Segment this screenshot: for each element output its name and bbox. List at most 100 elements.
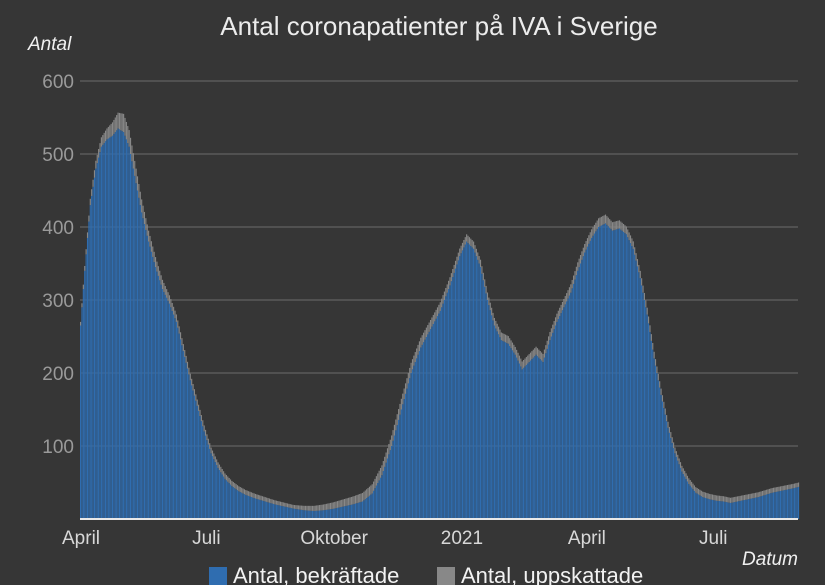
bar-estimated xyxy=(699,489,701,496)
bar-confirmed xyxy=(141,212,143,519)
bar-confirmed xyxy=(716,500,718,519)
bar-confirmed xyxy=(316,510,318,519)
bar-estimated xyxy=(170,299,172,308)
bar-confirmed xyxy=(488,305,490,519)
bar-estimated xyxy=(452,269,454,278)
bar-confirmed xyxy=(541,360,543,519)
bar-confirmed xyxy=(339,507,341,519)
bar-estimated xyxy=(778,486,780,492)
bar-estimated xyxy=(378,470,380,481)
bar-confirmed xyxy=(467,243,469,519)
bar-confirmed xyxy=(500,340,502,519)
bar-estimated xyxy=(445,287,447,297)
bar-confirmed xyxy=(524,366,526,519)
bar-estimated xyxy=(502,333,504,341)
bar-confirmed xyxy=(249,496,251,519)
bar-confirmed xyxy=(495,328,497,519)
bar-estimated xyxy=(343,499,346,507)
bar-estimated xyxy=(570,284,572,293)
bar-estimated xyxy=(767,489,769,495)
bars xyxy=(80,112,800,520)
bar-confirmed xyxy=(167,300,169,519)
bar-estimated xyxy=(532,349,534,358)
bar-estimated xyxy=(674,447,676,454)
bar-estimated xyxy=(684,470,686,477)
bar-confirmed xyxy=(460,253,462,519)
bar-estimated xyxy=(535,346,537,355)
bar-estimated xyxy=(732,497,734,503)
bar-estimated xyxy=(164,286,166,295)
bar-confirmed xyxy=(566,301,568,519)
bar-confirmed xyxy=(286,507,289,519)
bar-confirmed xyxy=(220,472,222,519)
bar-estimated xyxy=(523,359,525,368)
bar-estimated xyxy=(693,485,695,491)
bar-estimated xyxy=(211,450,214,457)
bar-confirmed xyxy=(196,405,198,519)
bar-estimated xyxy=(470,238,472,246)
x-tick-3: 2021 xyxy=(441,528,483,549)
bar-confirmed xyxy=(234,488,236,519)
bar-confirmed xyxy=(384,466,386,519)
bar-confirmed xyxy=(432,323,434,519)
bar-estimated xyxy=(657,373,659,381)
bar-estimated xyxy=(724,496,726,502)
bar-estimated xyxy=(685,473,687,479)
bar-estimated xyxy=(353,496,355,504)
bar-estimated xyxy=(642,285,644,293)
bar-estimated xyxy=(456,256,458,265)
bar-estimated xyxy=(728,497,730,503)
bar-estimated xyxy=(436,307,439,317)
bar-estimated xyxy=(546,340,548,349)
bar-estimated xyxy=(746,494,748,500)
bar-confirmed xyxy=(725,502,727,519)
bar-estimated xyxy=(116,115,118,131)
bar-confirmed xyxy=(561,310,564,519)
bar-confirmed xyxy=(381,475,383,519)
bar-estimated xyxy=(743,495,745,501)
bar-confirmed xyxy=(134,175,136,519)
bar-confirmed xyxy=(767,494,769,519)
bar-confirmed xyxy=(371,493,373,519)
bar-confirmed xyxy=(798,486,800,519)
bar-confirmed xyxy=(679,467,682,519)
bar-confirmed xyxy=(379,477,382,519)
bar-confirmed xyxy=(382,471,384,519)
bar-confirmed xyxy=(717,500,719,519)
bar-estimated xyxy=(695,487,697,493)
bar-estimated xyxy=(253,493,255,499)
bar-confirmed xyxy=(753,497,755,519)
bar-confirmed xyxy=(417,354,419,519)
bar-estimated xyxy=(103,132,105,144)
bar-confirmed xyxy=(766,494,768,519)
bar-confirmed xyxy=(609,227,611,520)
bar-confirmed xyxy=(107,138,109,520)
bar-estimated xyxy=(659,381,661,388)
bar-estimated xyxy=(692,483,694,490)
bar-estimated xyxy=(166,289,168,298)
bar-estimated xyxy=(131,145,133,162)
bar-estimated xyxy=(610,220,612,230)
bar-confirmed xyxy=(689,485,691,519)
legend-swatch-estimated xyxy=(437,567,455,585)
bar-confirmed xyxy=(293,508,296,519)
bar-estimated xyxy=(461,242,464,251)
bar-confirmed xyxy=(592,235,594,519)
bar-confirmed xyxy=(245,494,247,519)
bar-confirmed xyxy=(604,223,607,519)
bar-estimated xyxy=(770,488,772,494)
bar-estimated xyxy=(321,504,323,511)
bar-confirmed xyxy=(436,316,439,519)
bar-confirmed xyxy=(718,501,720,519)
bar-estimated xyxy=(334,501,336,509)
bar-confirmed xyxy=(670,437,672,519)
bar-estimated xyxy=(543,349,545,358)
bar-confirmed xyxy=(421,344,423,519)
bar-confirmed xyxy=(217,467,219,519)
bar-estimated xyxy=(521,361,523,370)
bar-estimated xyxy=(661,395,664,402)
bar-estimated xyxy=(534,348,536,357)
bar-confirmed xyxy=(181,345,183,519)
bar-estimated xyxy=(235,484,237,490)
bar-confirmed xyxy=(463,247,465,519)
